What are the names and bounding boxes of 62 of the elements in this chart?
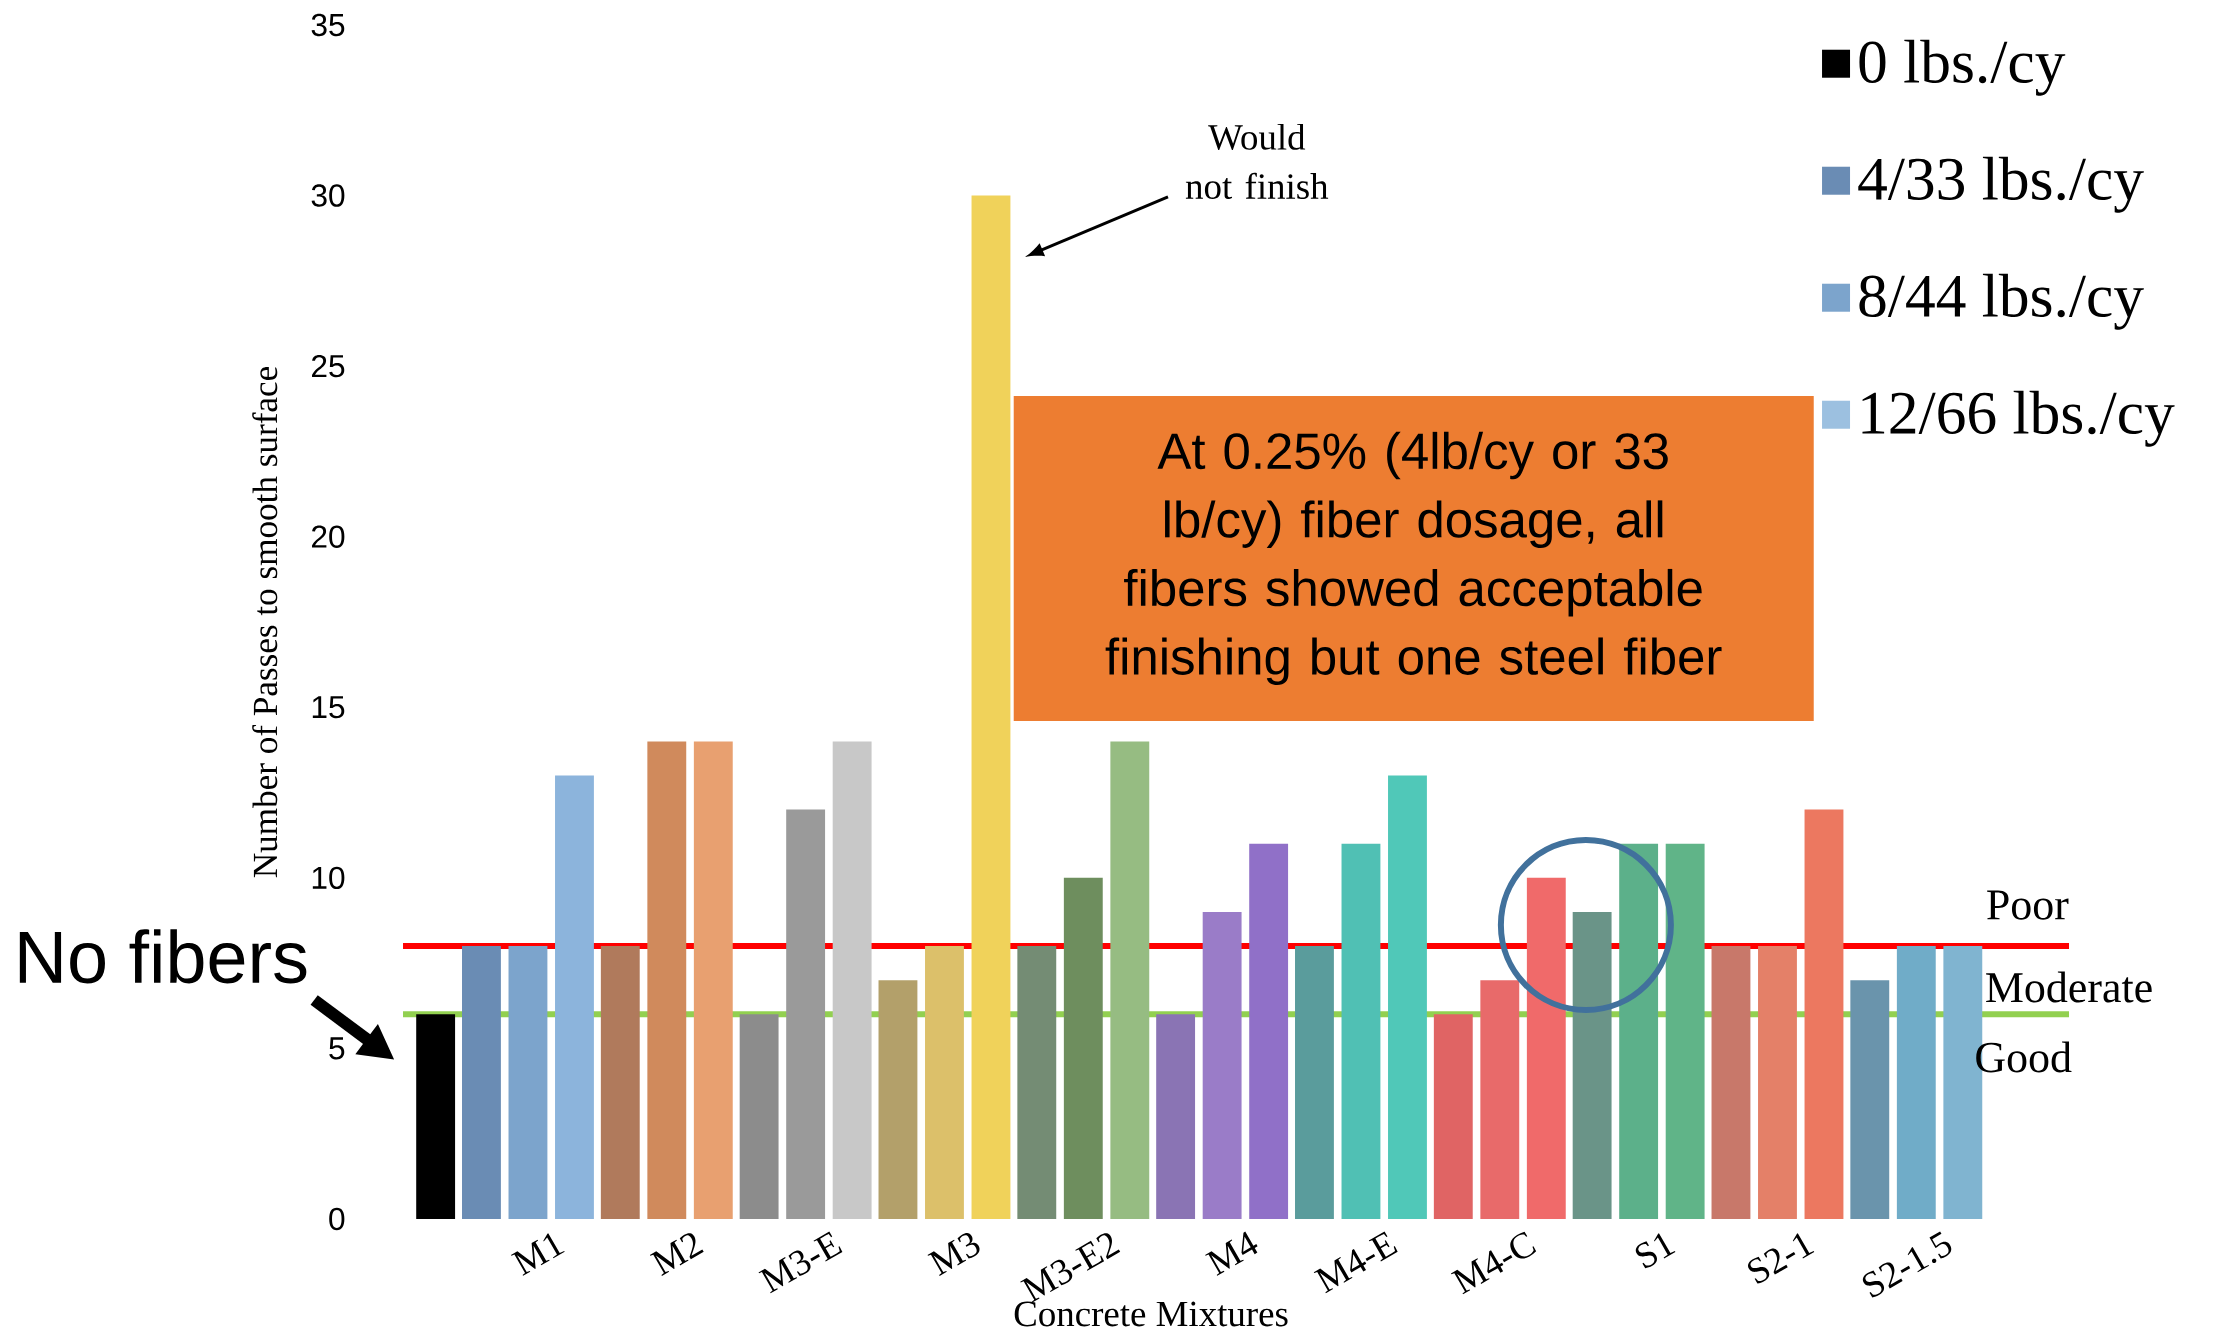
- bar: [1063, 877, 1103, 1219]
- bar: [1850, 980, 1890, 1219]
- annotation: Poor: [1987, 890, 2069, 920]
- annotation: Moderate: [1986, 971, 2152, 1003]
- bar: [1619, 843, 1659, 1219]
- x-tick-label: S1: [1635, 1233, 1676, 1269]
- bar: [1110, 741, 1150, 1219]
- x-tick-label: S2-1: [1747, 1233, 1815, 1284]
- legend-label: 8/44 lbs./cy: [1859, 273, 2144, 330]
- x-tick-label: M4: [1205, 1231, 1258, 1276]
- legend-label: 12/66 lbs./cy: [1862, 390, 2175, 447]
- bar: [1711, 946, 1751, 1219]
- bar: [1202, 911, 1242, 1219]
- bar: [647, 741, 687, 1219]
- bar: [832, 741, 872, 1219]
- bar: [878, 980, 918, 1219]
- x-axis-title: Concrete Mixtures: [1014, 1301, 1288, 1327]
- bar: [508, 946, 548, 1219]
- y-tick-label: 20: [312, 525, 345, 548]
- bar: [1017, 946, 1057, 1219]
- bar: [1388, 775, 1427, 1219]
- bar: [739, 1014, 779, 1219]
- bar: [1341, 843, 1381, 1219]
- annotation: Good: [1976, 1041, 2072, 1073]
- bar: [925, 946, 964, 1219]
- bar: [1896, 946, 1936, 1219]
- bar: [1526, 877, 1566, 1219]
- y-tick-label: 35: [311, 13, 345, 37]
- bar: [1249, 843, 1289, 1219]
- bar: [693, 741, 733, 1219]
- x-tick-label: M1: [511, 1233, 565, 1276]
- bar: [1665, 843, 1705, 1219]
- bar: [555, 775, 594, 1219]
- bar: [971, 195, 1011, 1219]
- bar: [1480, 980, 1520, 1219]
- bar: [786, 809, 826, 1219]
- annotation: At 0.25% (4lb/cy or 33 lb/cy) fiber dosage, all fibers showed acceptable finishing but one steel fiber: [1105, 431, 1722, 685]
- y-tick-label: 10: [312, 866, 345, 890]
- y-tick-label: 0: [329, 1207, 345, 1231]
- x-tick-label: M4-C: [1450, 1231, 1537, 1295]
- bar: [1433, 1014, 1473, 1219]
- bar: [462, 946, 501, 1219]
- x-tick-label: M2: [649, 1233, 704, 1276]
- y-tick-label: 5: [329, 1037, 345, 1060]
- x-tick-label: M3-E: [758, 1231, 843, 1294]
- annotation: Would not finish: [1185, 123, 1329, 200]
- text: No fibers: [19, 929, 307, 984]
- bar: [1295, 946, 1334, 1219]
- legend-label: 0 lbs./cy: [1859, 39, 2066, 96]
- bar: [1572, 911, 1612, 1219]
- bar: [416, 1014, 456, 1219]
- bar: [1758, 946, 1797, 1219]
- bar: [1804, 809, 1844, 1219]
- y-tick-label: 15: [312, 696, 345, 719]
- bar: [600, 946, 640, 1219]
- y-tick-label: 25: [312, 354, 345, 378]
- legend-label: 4/33 lbs./cy: [1858, 156, 2144, 213]
- x-tick-label: M3: [927, 1233, 980, 1276]
- y-tick-label: 30: [311, 184, 345, 207]
- bar: [1156, 1014, 1196, 1219]
- y-axis-title: Number of Passes to smooth surface: [252, 367, 278, 878]
- x-tick-label: M4-E: [1313, 1231, 1398, 1294]
